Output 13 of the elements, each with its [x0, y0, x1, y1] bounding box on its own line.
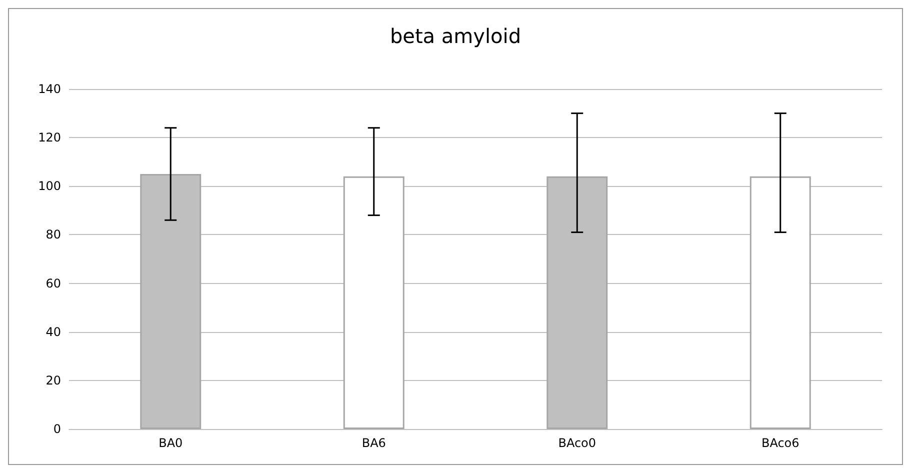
- y-tick-label: 60: [46, 276, 61, 290]
- y-tick-label: 40: [46, 324, 61, 339]
- y-tick-label: 100: [38, 179, 61, 194]
- y-tick-label: 20: [46, 373, 61, 388]
- y-tick-label: 80: [46, 228, 61, 242]
- y-tick-label: 120: [38, 130, 61, 145]
- x-tick-label: BA6: [362, 436, 386, 450]
- chart-title: beta amyloid: [390, 24, 522, 48]
- x-tick-label: BAco6: [761, 436, 800, 450]
- x-tick-label: BAco0: [558, 436, 596, 450]
- y-tick-label: 140: [38, 82, 61, 96]
- x-tick-label: BA0: [158, 436, 183, 450]
- y-tick-label: 0: [53, 422, 61, 436]
